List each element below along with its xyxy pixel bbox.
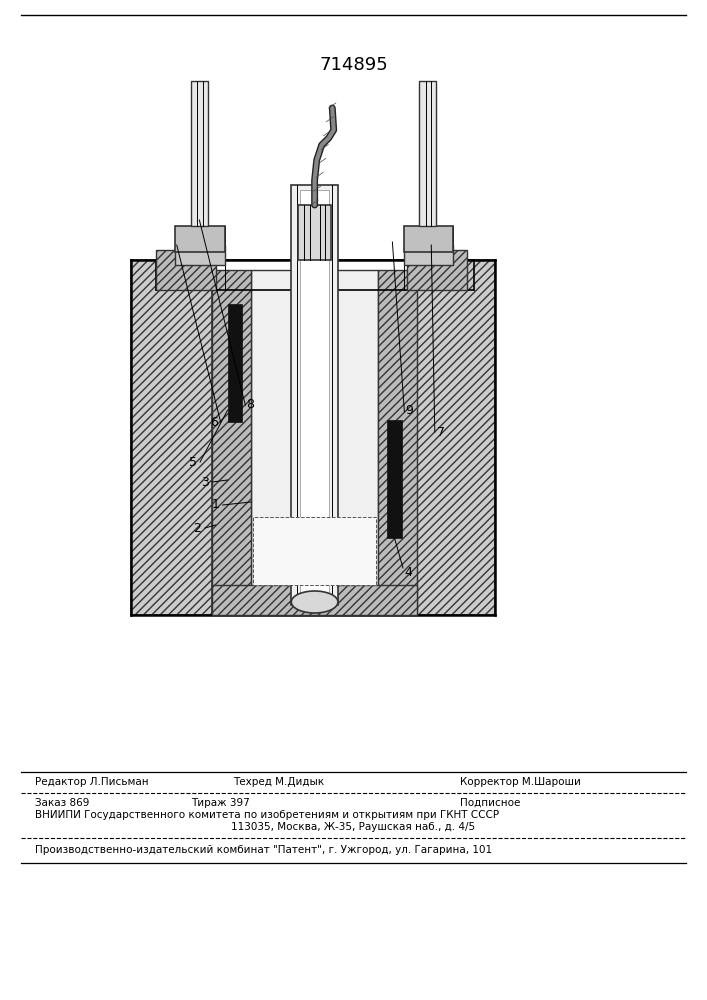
Ellipse shape bbox=[291, 591, 338, 613]
Bar bbox=[387, 420, 402, 538]
Text: 714895: 714895 bbox=[319, 56, 388, 74]
Bar bbox=[212, 270, 251, 610]
Bar bbox=[300, 190, 329, 600]
Text: 3: 3 bbox=[201, 476, 209, 488]
Text: 5: 5 bbox=[189, 456, 197, 468]
Bar bbox=[253, 517, 376, 585]
Text: Подписное: Подписное bbox=[460, 798, 520, 808]
Text: ВНИИПИ Государственного комитета по изобретениям и открытиям при ГКНТ СССР: ВНИИПИ Государственного комитета по изоб… bbox=[35, 810, 499, 820]
Bar bbox=[175, 226, 225, 252]
Text: 2: 2 bbox=[194, 522, 201, 534]
Text: 4: 4 bbox=[404, 566, 412, 578]
Text: Редактор Л.Письман: Редактор Л.Письман bbox=[35, 777, 149, 787]
Bar bbox=[291, 185, 338, 605]
Text: 7: 7 bbox=[437, 426, 445, 438]
Text: 113035, Москва, Ж-35, Раушская наб., д. 4/5: 113035, Москва, Ж-35, Раушская наб., д. … bbox=[231, 822, 476, 832]
Bar bbox=[414, 260, 495, 615]
Text: Техред М.Дидык: Техред М.Дидык bbox=[233, 777, 325, 787]
Text: Заказ 869: Заказ 869 bbox=[35, 798, 90, 808]
Text: 1: 1 bbox=[211, 498, 219, 512]
Bar bbox=[251, 270, 378, 610]
Bar bbox=[419, 81, 436, 226]
Bar bbox=[191, 81, 208, 226]
Bar bbox=[378, 270, 417, 610]
Bar bbox=[228, 304, 242, 422]
Bar bbox=[156, 250, 216, 290]
Bar bbox=[175, 245, 225, 265]
Text: 9: 9 bbox=[405, 403, 413, 416]
Bar bbox=[404, 226, 453, 252]
Bar bbox=[131, 260, 212, 615]
Text: Тираж 397: Тираж 397 bbox=[191, 798, 250, 808]
Text: 8: 8 bbox=[246, 398, 254, 412]
Bar bbox=[407, 250, 467, 290]
Bar bbox=[404, 245, 453, 265]
Text: 6: 6 bbox=[210, 416, 218, 428]
Text: Корректор М.Шароши: Корректор М.Шароши bbox=[460, 777, 580, 787]
Bar bbox=[298, 205, 331, 260]
Bar bbox=[212, 585, 417, 615]
Text: Производственно-издательский комбинат "Патент", г. Ужгород, ул. Гагарина, 101: Производственно-издательский комбинат "П… bbox=[35, 845, 493, 855]
